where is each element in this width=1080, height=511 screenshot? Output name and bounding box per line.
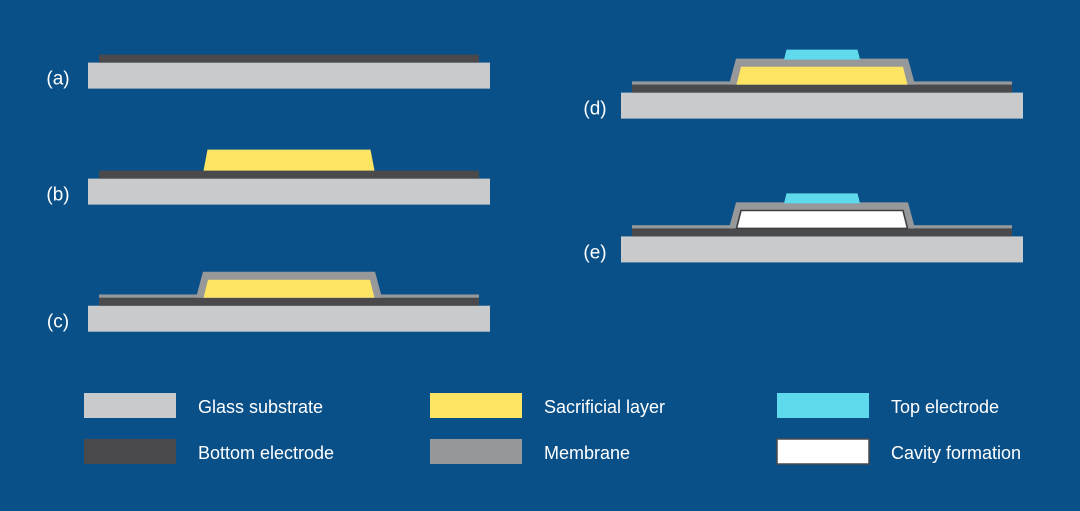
svg-text:(e): (e) [583, 242, 606, 263]
svg-text:Sacrificial layer: Sacrificial layer [544, 397, 665, 417]
svg-text:Glass substrate: Glass substrate [198, 397, 323, 417]
svg-text:Membrane: Membrane [544, 443, 630, 463]
svg-text:Top electrode: Top electrode [891, 397, 999, 417]
svg-text:(b): (b) [46, 185, 69, 206]
svg-text:(c): (c) [47, 312, 69, 333]
svg-text:(d): (d) [583, 99, 606, 120]
svg-text:Cavity formation: Cavity formation [891, 443, 1021, 463]
svg-text:Bottom electrode: Bottom electrode [198, 443, 334, 463]
svg-text:(a): (a) [46, 69, 69, 90]
